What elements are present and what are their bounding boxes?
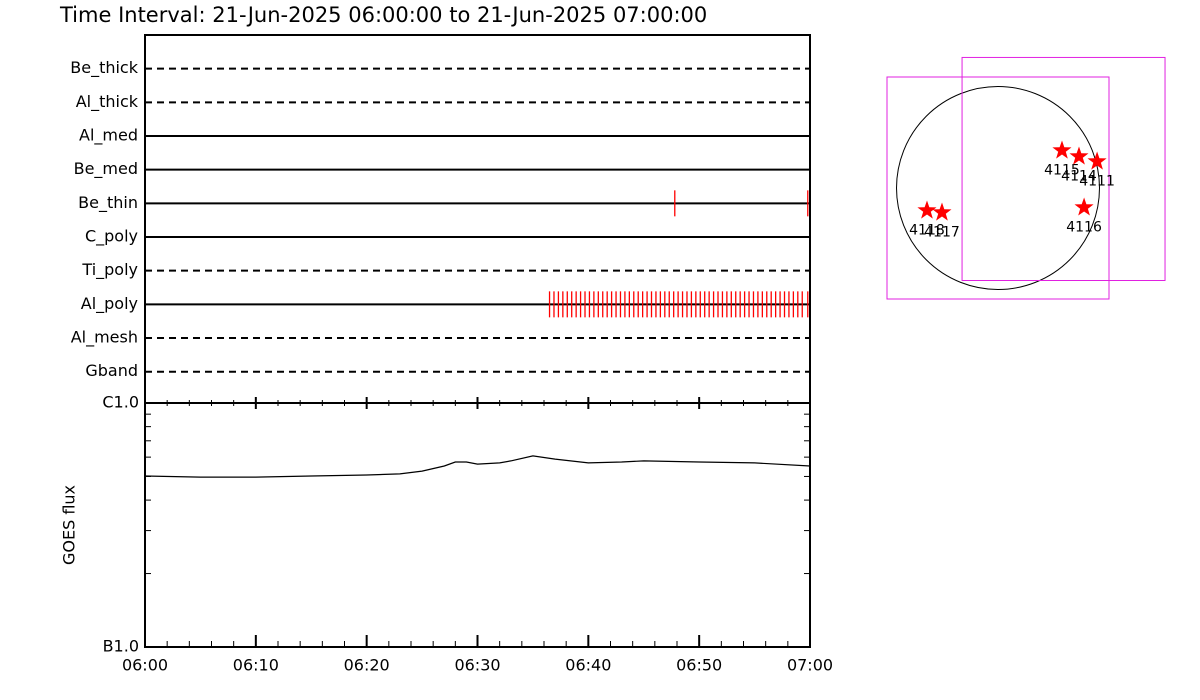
fov-box bbox=[961, 56, 1166, 281]
filter-label: Be_thick bbox=[70, 58, 138, 78]
filter-label: Al_mesh bbox=[71, 328, 138, 348]
y-axis-label: GOES flux bbox=[60, 485, 79, 565]
title: Time Interval: 21-Jun-2025 06:00:00 to 2… bbox=[59, 3, 707, 27]
ar-label: 4116 bbox=[1066, 219, 1102, 235]
filter-label: Be_thin bbox=[78, 193, 138, 213]
ar-label: 4115 bbox=[1044, 162, 1080, 178]
ar-star bbox=[1069, 146, 1089, 165]
filter-label: Al_thick bbox=[76, 92, 139, 112]
fov-box bbox=[886, 76, 1110, 300]
filter-label: Ti_poly bbox=[81, 260, 138, 280]
ar-star bbox=[1074, 197, 1094, 216]
x-tick-label: 06:40 bbox=[565, 656, 611, 675]
ar-star bbox=[932, 202, 952, 221]
ar-star bbox=[1087, 151, 1107, 170]
y-tick-label: B1.0 bbox=[103, 637, 139, 656]
filter-label: C_poly bbox=[85, 227, 138, 247]
filter-label: Al_poly bbox=[81, 294, 138, 314]
ar-label: 4114 bbox=[1061, 168, 1097, 184]
ar-star bbox=[1052, 140, 1072, 159]
filter-label: Be_med bbox=[74, 159, 138, 179]
ar-label: 4118 bbox=[909, 223, 945, 239]
x-tick-label: 06:50 bbox=[676, 656, 722, 675]
y-tick-label: C1.0 bbox=[102, 393, 139, 412]
goes-curve bbox=[144, 455, 811, 478]
x-tick-label: 06:30 bbox=[454, 656, 500, 675]
solar-disk bbox=[896, 86, 1100, 290]
ar-label: 4111 bbox=[1079, 173, 1115, 189]
ar-star bbox=[917, 200, 937, 219]
plot-frame bbox=[144, 34, 811, 648]
x-tick-label: 07:00 bbox=[787, 656, 833, 675]
filter-label: Gband bbox=[85, 361, 138, 380]
filter-label: Al_med bbox=[79, 126, 138, 146]
x-tick-label: 06:10 bbox=[233, 656, 279, 675]
ar-label: 4117 bbox=[924, 225, 960, 241]
x-tick-label: 06:20 bbox=[344, 656, 390, 675]
x-tick-label: 06:00 bbox=[122, 656, 168, 675]
